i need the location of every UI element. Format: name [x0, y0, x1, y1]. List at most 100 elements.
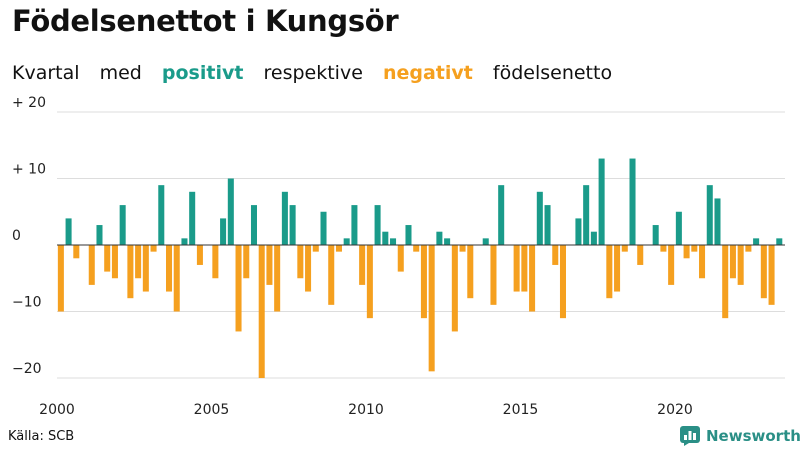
bar: [382, 231, 389, 245]
bar: [173, 245, 180, 312]
bar: [127, 245, 134, 299]
brand-logo: Newsworthy: [680, 426, 800, 446]
bar: [614, 245, 621, 292]
bar: [196, 245, 203, 265]
x-tick-label: 2005: [194, 402, 230, 418]
bar: [266, 245, 273, 285]
bar: [274, 245, 281, 312]
bar: [668, 245, 675, 285]
bar: [397, 245, 404, 272]
bar: [660, 245, 667, 252]
bar: [281, 191, 288, 245]
x-tick-label: 2015: [503, 402, 539, 418]
bar: [220, 218, 227, 245]
subtitle-negative-label: negativt: [382, 62, 473, 84]
bar: [590, 231, 597, 245]
bar: [212, 245, 219, 279]
x-tick-label: 2010: [348, 402, 384, 418]
bar: [104, 245, 111, 272]
bar: [444, 238, 451, 245]
bar: [413, 245, 420, 252]
bar: [73, 245, 80, 259]
bar: [189, 191, 196, 245]
subtitle-positive-label: positivt: [161, 62, 244, 84]
bar: [768, 245, 775, 305]
subtitle-word-birth-net: födelsenetto: [492, 62, 613, 84]
bar: [351, 205, 358, 245]
bar: [158, 185, 165, 245]
y-tick-label: + 20: [12, 95, 46, 111]
bar: [714, 198, 721, 245]
bar: [498, 185, 505, 245]
bar: [691, 245, 698, 252]
bar: [243, 245, 250, 279]
bar: [683, 245, 690, 259]
bar: [536, 191, 543, 245]
bar: [250, 205, 257, 245]
y-tick-label: 0: [12, 228, 21, 244]
bar: [405, 225, 412, 245]
bar: [428, 245, 435, 372]
bar: [88, 245, 95, 285]
bar: [621, 245, 628, 252]
bar: [320, 211, 327, 245]
bar: [258, 245, 265, 378]
bar: [65, 218, 72, 245]
bar: [297, 245, 304, 279]
bar: [737, 245, 744, 285]
bar: [312, 245, 319, 252]
bar: [150, 245, 157, 252]
bar: [227, 178, 234, 245]
bar: [374, 205, 381, 245]
brand-name: Newsworthy: [706, 427, 800, 445]
bar: [482, 238, 489, 245]
bar: [135, 245, 142, 279]
bar: [552, 245, 559, 265]
bar: [459, 245, 466, 252]
bar: [675, 211, 682, 245]
bar: [521, 245, 528, 292]
chart-title: Födelsenettot i Kungsör: [12, 4, 399, 38]
bar: [529, 245, 536, 312]
bar: [606, 245, 613, 299]
bar: [559, 245, 566, 319]
bar: [235, 245, 242, 332]
bar: [745, 245, 752, 252]
bar: [328, 245, 335, 305]
bar: [451, 245, 458, 332]
bar: [598, 158, 605, 245]
bar: [490, 245, 497, 305]
bar: [111, 245, 118, 279]
bar: [359, 245, 366, 285]
bar: [390, 238, 397, 245]
bar: [119, 205, 126, 245]
bar: [420, 245, 427, 319]
bar: [343, 238, 350, 245]
bar: [305, 245, 312, 292]
bar: [142, 245, 149, 292]
bar: [57, 245, 64, 312]
bar: [760, 245, 767, 299]
chart-subtitle: Kvartal med positivt respektive negativt…: [12, 62, 626, 84]
bar: [729, 245, 736, 279]
subtitle-word-respectively: respektive: [263, 62, 363, 84]
bar: [652, 225, 659, 245]
bar: [629, 158, 636, 245]
bar: [722, 245, 729, 319]
bar: [699, 245, 706, 279]
bar: [753, 238, 760, 245]
bar: [289, 205, 296, 245]
subtitle-word-quarter: Kvartal: [12, 62, 80, 84]
y-tick-label: −20: [12, 361, 42, 377]
bar: [335, 245, 342, 252]
x-tick-label: 2000: [39, 402, 75, 418]
bar: [776, 238, 783, 245]
bar: [544, 205, 551, 245]
bar: [706, 185, 713, 245]
subtitle-word-with: med: [99, 62, 142, 84]
y-tick-label: + 10: [12, 162, 46, 178]
bar: [513, 245, 520, 292]
source-note: Källa: SCB: [8, 429, 75, 444]
y-tick-label: −10: [12, 295, 42, 311]
